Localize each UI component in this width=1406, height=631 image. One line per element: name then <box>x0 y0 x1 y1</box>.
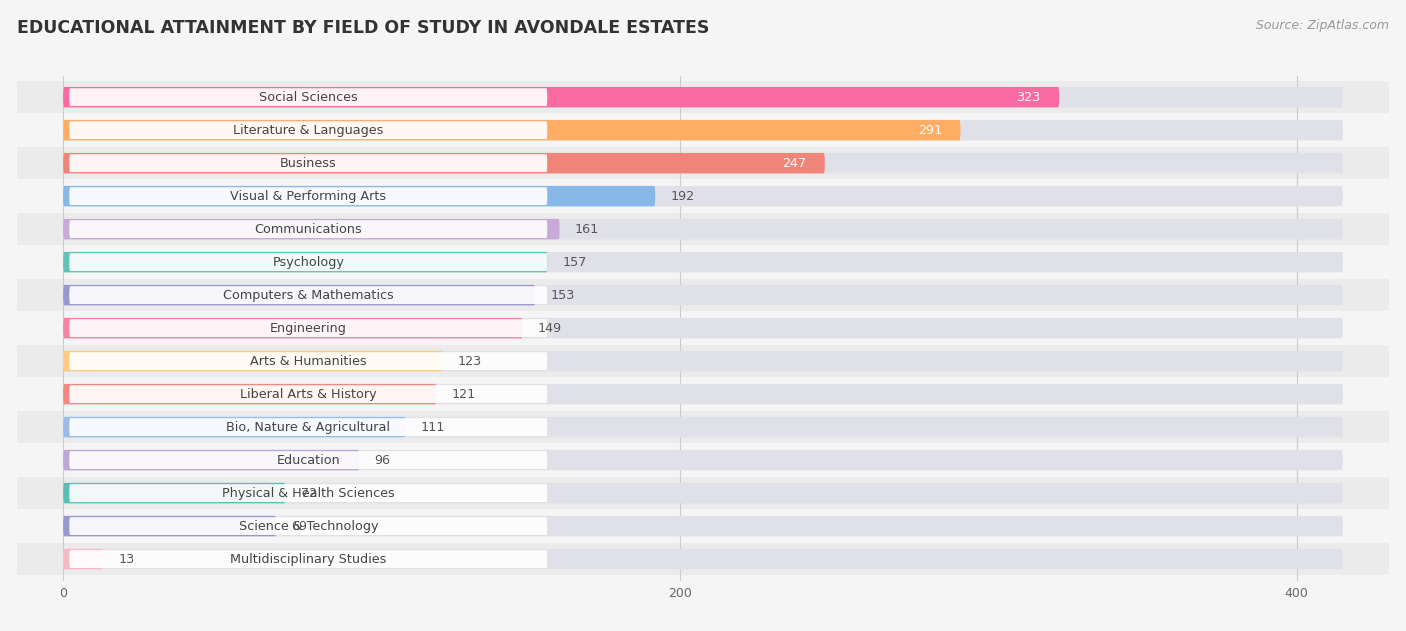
Text: 157: 157 <box>562 256 588 269</box>
FancyBboxPatch shape <box>17 378 1389 410</box>
FancyBboxPatch shape <box>63 450 359 470</box>
Text: Psychology: Psychology <box>273 256 344 269</box>
FancyBboxPatch shape <box>17 213 1389 245</box>
Text: 149: 149 <box>538 322 562 334</box>
Text: 247: 247 <box>782 156 806 170</box>
FancyBboxPatch shape <box>17 246 1389 278</box>
FancyBboxPatch shape <box>63 219 560 239</box>
FancyBboxPatch shape <box>69 517 547 535</box>
FancyBboxPatch shape <box>69 352 547 370</box>
FancyBboxPatch shape <box>63 549 103 569</box>
FancyBboxPatch shape <box>69 550 547 568</box>
Text: Literature & Languages: Literature & Languages <box>233 124 384 137</box>
FancyBboxPatch shape <box>63 186 655 206</box>
FancyBboxPatch shape <box>17 147 1389 179</box>
FancyBboxPatch shape <box>63 153 825 174</box>
FancyBboxPatch shape <box>17 444 1389 476</box>
FancyBboxPatch shape <box>69 253 547 271</box>
FancyBboxPatch shape <box>63 186 1343 206</box>
FancyBboxPatch shape <box>63 483 1343 504</box>
Text: Computers & Mathematics: Computers & Mathematics <box>224 288 394 302</box>
FancyBboxPatch shape <box>17 279 1389 311</box>
FancyBboxPatch shape <box>69 286 547 304</box>
FancyBboxPatch shape <box>63 120 1343 140</box>
FancyBboxPatch shape <box>63 120 960 140</box>
FancyBboxPatch shape <box>69 154 547 172</box>
FancyBboxPatch shape <box>63 417 405 437</box>
Text: 121: 121 <box>451 387 475 401</box>
FancyBboxPatch shape <box>69 484 547 502</box>
Text: Science & Technology: Science & Technology <box>239 519 378 533</box>
FancyBboxPatch shape <box>63 384 1343 404</box>
FancyBboxPatch shape <box>63 450 1343 470</box>
FancyBboxPatch shape <box>69 220 547 238</box>
FancyBboxPatch shape <box>63 87 1059 107</box>
Text: 291: 291 <box>918 124 942 137</box>
Text: 161: 161 <box>575 223 599 235</box>
FancyBboxPatch shape <box>69 88 547 106</box>
Text: 69: 69 <box>291 519 308 533</box>
Text: Social Sciences: Social Sciences <box>259 91 357 103</box>
Text: 323: 323 <box>1017 91 1040 103</box>
Text: Visual & Performing Arts: Visual & Performing Arts <box>231 190 387 203</box>
FancyBboxPatch shape <box>63 351 1343 371</box>
FancyBboxPatch shape <box>63 219 1343 239</box>
FancyBboxPatch shape <box>69 319 547 337</box>
FancyBboxPatch shape <box>63 252 547 273</box>
FancyBboxPatch shape <box>17 543 1389 575</box>
Text: 111: 111 <box>420 421 446 433</box>
FancyBboxPatch shape <box>69 418 547 436</box>
FancyBboxPatch shape <box>69 187 547 205</box>
FancyBboxPatch shape <box>69 385 547 403</box>
Text: EDUCATIONAL ATTAINMENT BY FIELD OF STUDY IN AVONDALE ESTATES: EDUCATIONAL ATTAINMENT BY FIELD OF STUDY… <box>17 19 709 37</box>
FancyBboxPatch shape <box>63 384 436 404</box>
FancyBboxPatch shape <box>63 153 1343 174</box>
Text: Business: Business <box>280 156 336 170</box>
FancyBboxPatch shape <box>17 477 1389 509</box>
Text: Source: ZipAtlas.com: Source: ZipAtlas.com <box>1256 19 1389 32</box>
Text: Liberal Arts & History: Liberal Arts & History <box>240 387 377 401</box>
FancyBboxPatch shape <box>63 417 1343 437</box>
Text: Physical & Health Sciences: Physical & Health Sciences <box>222 487 395 500</box>
FancyBboxPatch shape <box>63 516 276 536</box>
FancyBboxPatch shape <box>63 252 1343 273</box>
Text: Bio, Nature & Agricultural: Bio, Nature & Agricultural <box>226 421 391 433</box>
FancyBboxPatch shape <box>17 411 1389 443</box>
FancyBboxPatch shape <box>17 114 1389 146</box>
Text: Multidisciplinary Studies: Multidisciplinary Studies <box>231 553 387 565</box>
Text: 192: 192 <box>671 190 695 203</box>
Text: 13: 13 <box>118 553 135 565</box>
Text: Communications: Communications <box>254 223 363 235</box>
Text: 123: 123 <box>458 355 482 368</box>
FancyBboxPatch shape <box>17 312 1389 345</box>
FancyBboxPatch shape <box>63 483 285 504</box>
FancyBboxPatch shape <box>17 81 1389 114</box>
FancyBboxPatch shape <box>69 121 547 139</box>
FancyBboxPatch shape <box>63 351 443 371</box>
Text: Education: Education <box>277 454 340 466</box>
Text: 96: 96 <box>374 454 391 466</box>
FancyBboxPatch shape <box>63 285 534 305</box>
FancyBboxPatch shape <box>63 318 523 338</box>
FancyBboxPatch shape <box>63 516 1343 536</box>
FancyBboxPatch shape <box>63 285 1343 305</box>
Text: Engineering: Engineering <box>270 322 347 334</box>
FancyBboxPatch shape <box>17 345 1389 377</box>
Text: Arts & Humanities: Arts & Humanities <box>250 355 367 368</box>
Text: 72: 72 <box>301 487 316 500</box>
FancyBboxPatch shape <box>69 451 547 469</box>
FancyBboxPatch shape <box>63 318 1343 338</box>
Text: 153: 153 <box>550 288 575 302</box>
FancyBboxPatch shape <box>17 510 1389 542</box>
FancyBboxPatch shape <box>63 87 1343 107</box>
FancyBboxPatch shape <box>63 549 1343 569</box>
FancyBboxPatch shape <box>17 180 1389 212</box>
